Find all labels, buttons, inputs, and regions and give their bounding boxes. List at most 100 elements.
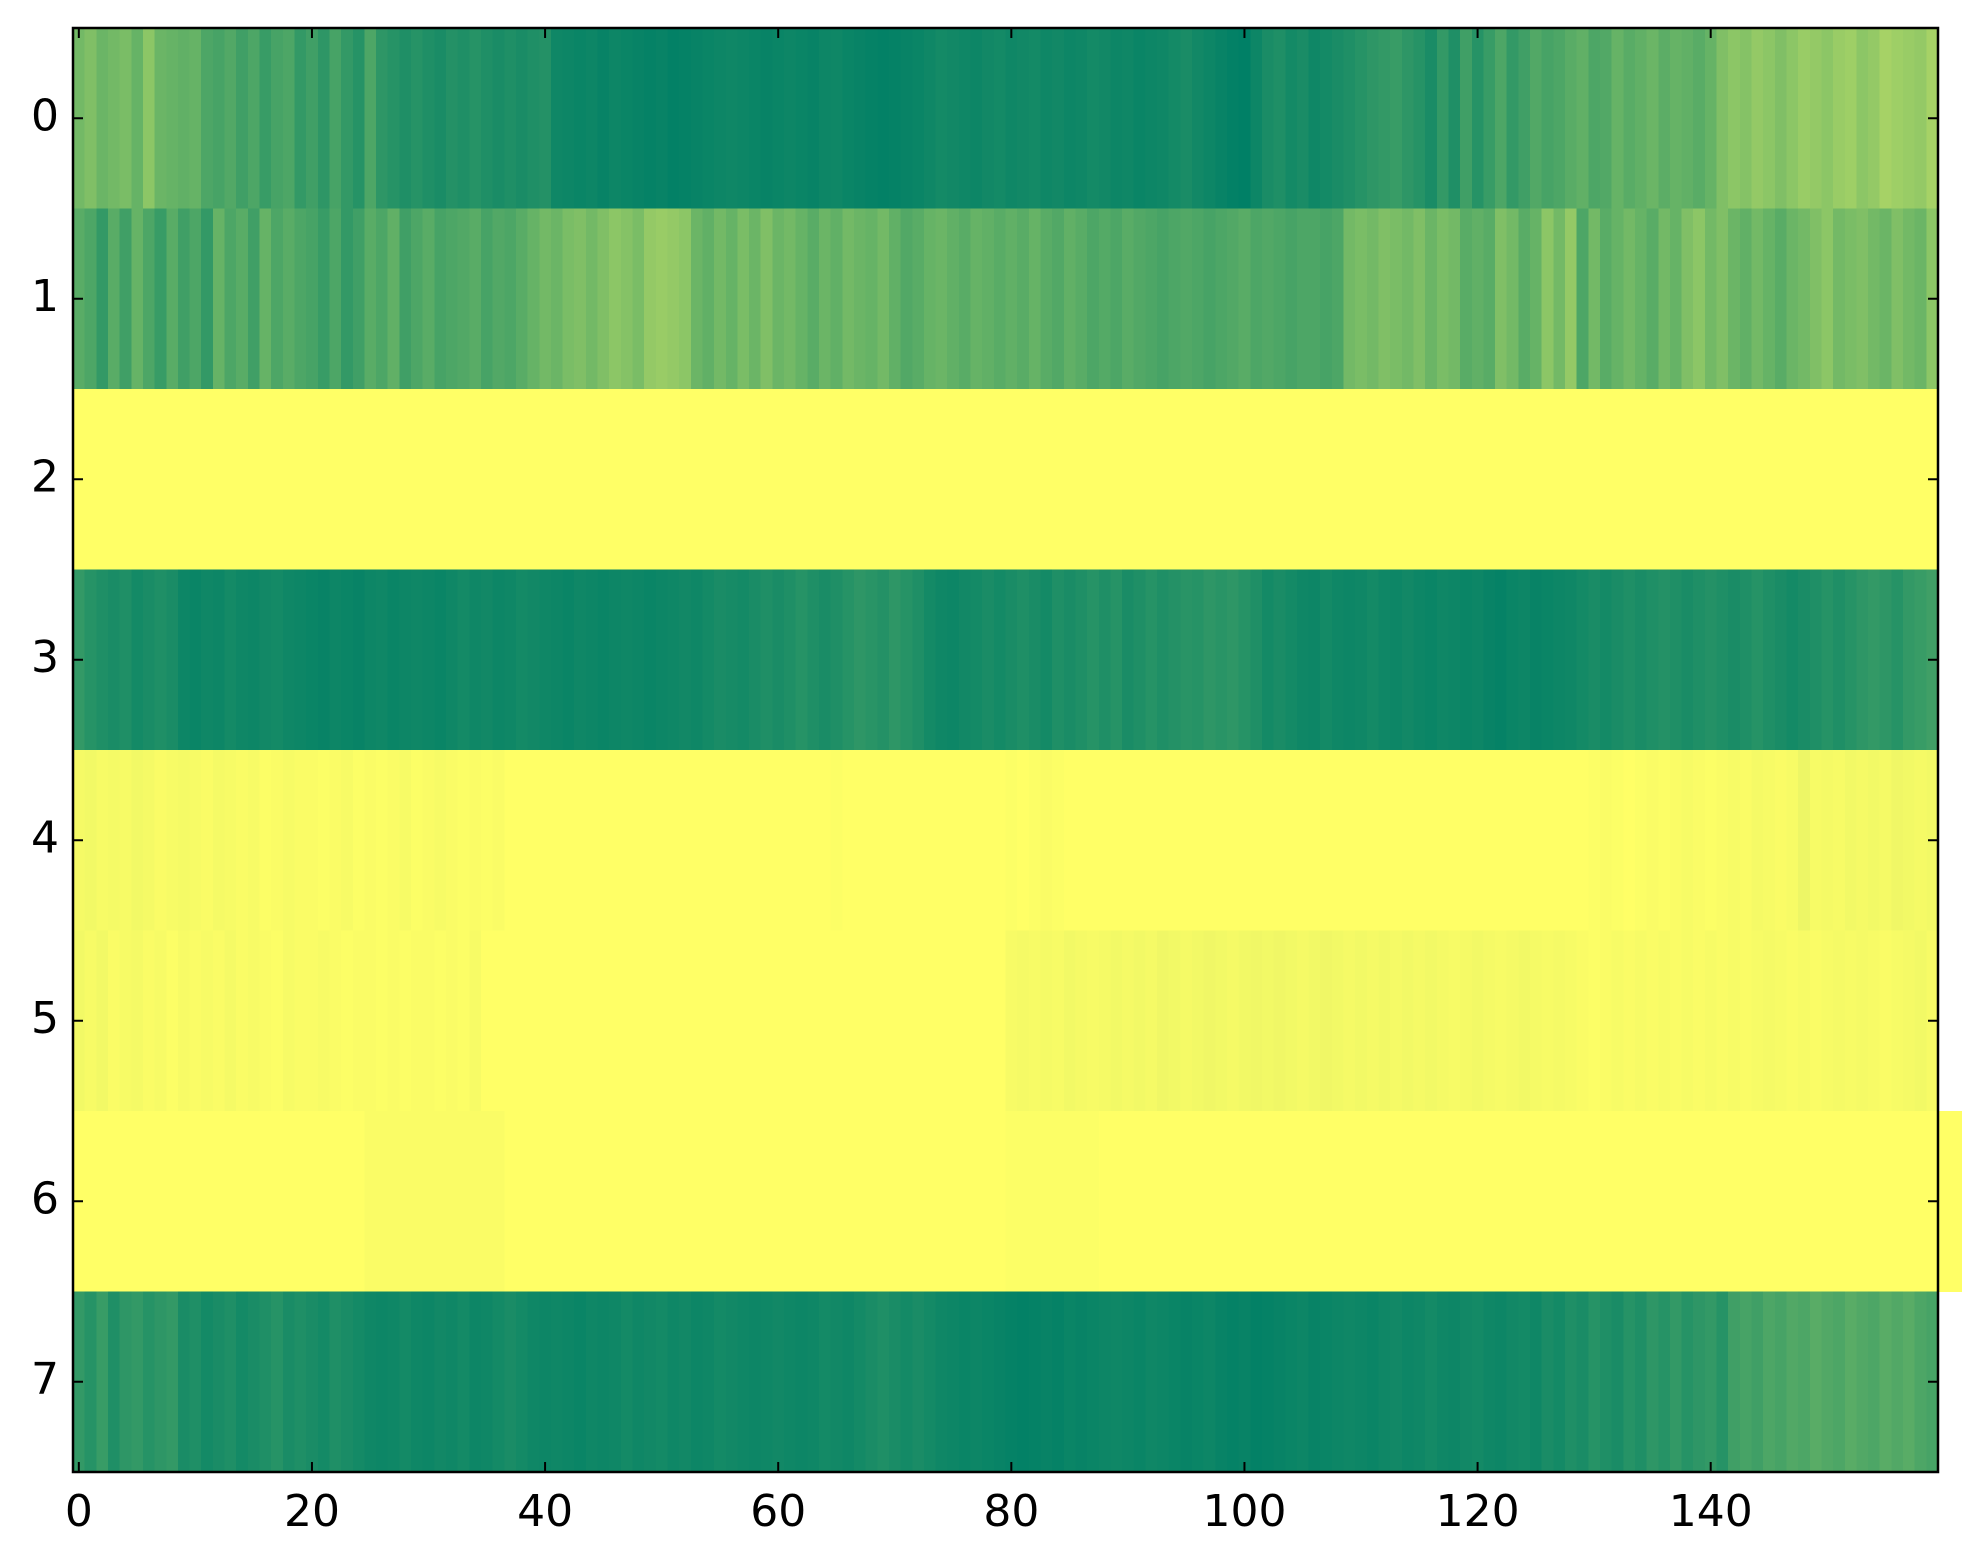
- heatmap-cell: [1798, 750, 1811, 932]
- heatmap-cell: [457, 1111, 470, 1293]
- heatmap-cell: [166, 389, 179, 571]
- heatmap-cell: [562, 1111, 575, 1293]
- heatmap-cell: [702, 208, 715, 390]
- heatmap-cell: [1483, 750, 1496, 932]
- heatmap-cell: [166, 750, 179, 932]
- x-tick-label: 20: [284, 1486, 340, 1537]
- heatmap-cell: [1774, 930, 1788, 1112]
- heatmap-cell: [364, 569, 377, 751]
- heatmap-cell: [760, 1291, 773, 1473]
- heatmap-cell: [1739, 569, 1753, 751]
- heatmap-cell: [1098, 569, 1112, 751]
- heatmap-cell: [1891, 208, 1904, 390]
- heatmap-cell: [1739, 1111, 1753, 1293]
- heatmap-cell: [1891, 750, 1904, 932]
- y-tick-label: 1: [31, 271, 59, 322]
- heatmap-cell: [702, 389, 715, 571]
- heatmap-cell: [620, 750, 634, 932]
- heatmap-cell: [446, 28, 459, 210]
- heatmap-cell: [1763, 569, 1776, 751]
- heatmap-cell: [1495, 28, 1508, 210]
- heatmap-cell: [469, 750, 482, 932]
- heatmap-cell: [1833, 1111, 1846, 1293]
- heatmap-cell: [317, 28, 331, 210]
- heatmap-cell: [236, 930, 249, 1112]
- plot-frame: [71, 26, 1940, 1474]
- heatmap-cell: [411, 389, 424, 571]
- heatmap-cell: [1180, 569, 1193, 751]
- heatmap-cell: [1541, 569, 1554, 751]
- heatmap-cell: [1856, 1291, 1869, 1473]
- heatmap-cell: [434, 28, 447, 210]
- heatmap-cell: [1576, 1111, 1589, 1293]
- heatmap-cell: [947, 28, 960, 210]
- heatmap-cell: [1017, 28, 1030, 210]
- heatmap-cell: [212, 750, 226, 932]
- heatmap-cell: [1110, 1291, 1123, 1473]
- heatmap-cell: [504, 1291, 517, 1473]
- heatmap-cell: [236, 389, 249, 571]
- heatmap-cell: [947, 750, 960, 932]
- heatmap-cell: [1506, 389, 1519, 571]
- heatmap-cell: [480, 208, 494, 390]
- heatmap-cell: [1215, 930, 1228, 1112]
- heatmap-cell: [690, 930, 704, 1112]
- heatmap-cell: [1343, 1111, 1356, 1293]
- heatmap-cell: [1168, 389, 1181, 571]
- heatmap-cell: [282, 930, 296, 1112]
- heatmap-cell: [1716, 208, 1729, 390]
- heatmap-cell: [550, 28, 564, 210]
- heatmap-cell: [271, 208, 284, 390]
- heatmap-cell: [1390, 569, 1403, 751]
- heatmap-cell: [107, 389, 121, 571]
- heatmap-cell: [1634, 1291, 1648, 1473]
- heatmap-cell: [1355, 750, 1368, 932]
- heatmap-cell: [1343, 930, 1356, 1112]
- heatmap-cell: [772, 930, 785, 1112]
- heatmap-cell: [1553, 28, 1566, 210]
- heatmap-cell: [224, 750, 237, 932]
- heatmap-cell: [1483, 930, 1496, 1112]
- heatmap-cell: [970, 930, 983, 1112]
- heatmap-cell: [772, 28, 785, 210]
- heatmap-cell: [784, 1291, 797, 1473]
- heatmap-cell: [1634, 208, 1648, 390]
- heatmap-cell: [842, 750, 855, 932]
- heatmap-cell: [1728, 1111, 1741, 1293]
- heatmap-cell: [189, 28, 202, 210]
- heatmap-cell: [1110, 389, 1123, 571]
- heatmap-cell: [329, 389, 342, 571]
- heatmap-cell: [912, 1111, 925, 1293]
- heatmap-cell: [865, 569, 878, 751]
- heatmap-cell: [364, 208, 377, 390]
- heatmap-cell: [1261, 1291, 1275, 1473]
- heatmap-cell: [1914, 930, 1927, 1112]
- heatmap-cell: [1903, 1291, 1916, 1473]
- heatmap-cell: [1588, 750, 1601, 932]
- heatmap-cell: [958, 389, 972, 571]
- heatmap-cell: [515, 930, 529, 1112]
- heatmap-cell: [982, 569, 995, 751]
- heatmap-cell: [329, 1111, 342, 1293]
- heatmap-cell: [1122, 569, 1135, 751]
- heatmap-cell: [725, 1111, 739, 1293]
- heatmap-cell: [585, 750, 599, 932]
- heatmap-cell: [900, 569, 913, 751]
- heatmap-cell: [1168, 1111, 1181, 1293]
- heatmap-cell: [1390, 930, 1403, 1112]
- heatmap-cell: [1168, 930, 1181, 1112]
- heatmap-cell: [795, 389, 808, 571]
- heatmap-cell: [888, 1111, 902, 1293]
- y-tick-label: 7: [31, 1354, 59, 1405]
- heatmap-cell: [1273, 1291, 1286, 1473]
- heatmap-cell: [1891, 930, 1904, 1112]
- heatmap-cell: [399, 569, 412, 751]
- heatmap-cell: [1576, 389, 1589, 571]
- heatmap-cell: [609, 1111, 622, 1293]
- heatmap-cell: [1133, 750, 1146, 932]
- heatmap-cell: [958, 930, 972, 1112]
- heatmap-cell: [189, 1111, 202, 1293]
- heatmap-cell: [1122, 28, 1135, 210]
- heatmap-cell: [387, 930, 400, 1112]
- heatmap-cell: [1833, 930, 1846, 1112]
